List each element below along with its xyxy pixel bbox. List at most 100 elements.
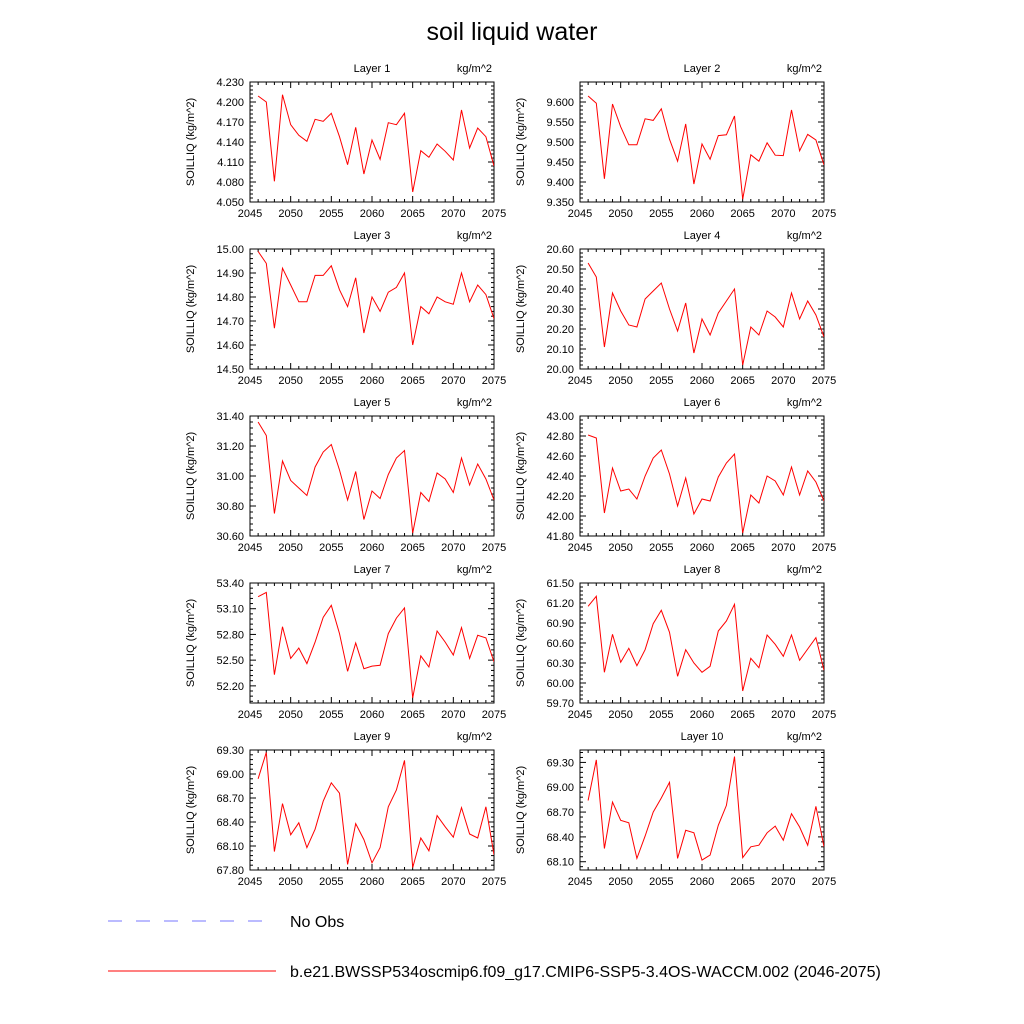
y-tick-label: 52.80 [216, 629, 244, 641]
y-axis-label: SOILLIQ (kg/m^2) [185, 599, 197, 687]
y-tick-label: 42.00 [546, 511, 574, 523]
y-tick-label: 14.50 [216, 364, 244, 376]
x-tick-label: 2050 [278, 208, 302, 220]
x-tick-label: 2050 [608, 542, 632, 554]
x-tick-label: 2055 [319, 709, 343, 721]
panel-layer-7: 2045 2050 2055 2060 2065 2070 2075 52.20 52.50 52… [185, 564, 506, 721]
y-tick-label: 4.230 [216, 77, 244, 89]
series-line [257, 752, 494, 868]
series-line [587, 95, 824, 200]
y-tick-label: 61.20 [546, 598, 574, 610]
x-tick-label: 2065 [730, 375, 754, 387]
series-line [587, 434, 824, 534]
y-tick-label: 43.00 [546, 411, 574, 423]
y-tick-label: 60.30 [546, 658, 574, 670]
y-tick-label: 20.10 [546, 344, 574, 356]
x-tick-label: 2065 [400, 709, 424, 721]
x-tick-label: 2060 [690, 208, 714, 220]
y-axis-label: SOILLIQ (kg/m^2) [515, 265, 527, 353]
panel-title: Layer 7 [354, 564, 391, 576]
panel-layer-5: 2045 2050 2055 2060 2065 2070 2075 30.60 30.80 31… [185, 397, 506, 554]
series-line [587, 756, 824, 861]
plot-frame [249, 749, 495, 871]
x-tick-label: 2065 [730, 542, 754, 554]
panel-title: Layer 3 [354, 230, 391, 242]
y-tick-label: 52.20 [216, 681, 244, 693]
x-tick-label: 2075 [482, 876, 506, 888]
panel-title: Layer 5 [354, 397, 391, 409]
y-tick-label: 20.30 [546, 304, 574, 316]
x-tick-label: 2065 [400, 542, 424, 554]
panel-title: Layer 6 [684, 397, 721, 409]
y-tick-label: 69.00 [216, 769, 244, 781]
panel-layer-1: 2045 2050 2055 2060 2065 2070 2075 4.050 4.080 4.… [185, 63, 506, 220]
y-tick-label: 42.60 [546, 451, 574, 463]
y-tick-label: 59.70 [546, 698, 574, 710]
panel-layer-3: 2045 2050 2055 2060 2065 2070 2075 14.50 14.60 14… [185, 230, 506, 387]
plot-frame [579, 582, 825, 704]
x-tick-label: 2045 [238, 709, 262, 721]
plot-frame [579, 81, 825, 203]
y-tick-label: 4.140 [216, 137, 244, 149]
x-tick-label: 2075 [812, 709, 836, 721]
panel-unit: kg/m^2 [787, 63, 822, 75]
x-tick-label: 2065 [400, 375, 424, 387]
y-tick-label: 61.50 [546, 578, 574, 590]
y-tick-label: 31.20 [216, 441, 244, 453]
panel-unit: kg/m^2 [457, 731, 492, 743]
series-line [587, 262, 824, 366]
x-tick-label: 2050 [608, 375, 632, 387]
y-tick-label: 9.600 [546, 97, 574, 109]
x-tick-label: 2070 [771, 542, 795, 554]
y-tick-label: 31.40 [216, 411, 244, 423]
x-tick-label: 2045 [568, 375, 592, 387]
y-tick-label: 31.00 [216, 471, 244, 483]
x-tick-label: 2050 [608, 709, 632, 721]
panel-layer-2: 2045 2050 2055 2060 2065 2070 2075 9.350 9.400 9.… [515, 63, 836, 220]
panel-title: Layer 9 [354, 731, 391, 743]
y-tick-label: 52.50 [216, 655, 244, 667]
x-tick-label: 2065 [730, 876, 754, 888]
x-tick-label: 2070 [441, 375, 465, 387]
x-tick-label: 2050 [278, 375, 302, 387]
series-line [257, 94, 494, 193]
panel-title: Layer 10 [681, 731, 724, 743]
x-tick-label: 2070 [771, 709, 795, 721]
y-axis-label: SOILLIQ (kg/m^2) [185, 766, 197, 854]
y-axis-label: SOILLIQ (kg/m^2) [185, 265, 197, 353]
y-tick-label: 20.60 [546, 244, 574, 256]
panel-grid: 2045 2050 2055 2060 2065 2070 2075 4.050 4.080 4.… [185, 63, 836, 888]
panel-title: Layer 2 [684, 63, 721, 75]
x-tick-label: 2050 [278, 876, 302, 888]
y-tick-label: 15.00 [216, 244, 244, 256]
x-tick-label: 2055 [319, 208, 343, 220]
panel-unit: kg/m^2 [787, 230, 822, 242]
y-tick-label: 9.400 [546, 177, 574, 189]
panel-layer-8: 2045 2050 2055 2060 2065 2070 2075 59.70 60.00 60… [515, 564, 836, 721]
y-tick-label: 20.00 [546, 364, 574, 376]
x-tick-label: 2045 [568, 876, 592, 888]
legend-no-obs-label: No Obs [290, 914, 344, 931]
x-tick-label: 2050 [278, 542, 302, 554]
panel-unit: kg/m^2 [457, 397, 492, 409]
x-tick-label: 2060 [360, 542, 384, 554]
x-tick-label: 2075 [812, 208, 836, 220]
y-tick-label: 9.450 [546, 157, 574, 169]
plot-frame [579, 415, 825, 537]
y-tick-label: 60.90 [546, 618, 574, 630]
y-tick-label: 68.10 [216, 841, 244, 853]
legend: No Obs b.e21.BWSSP534oscmip6.f09_g17.CMI… [108, 914, 881, 981]
x-tick-label: 2045 [568, 208, 592, 220]
x-tick-label: 2045 [238, 542, 262, 554]
x-tick-label: 2055 [649, 709, 673, 721]
x-tick-label: 2075 [482, 709, 506, 721]
x-tick-label: 2070 [771, 375, 795, 387]
y-tick-label: 4.110 [217, 157, 244, 169]
y-tick-label: 60.60 [546, 638, 574, 650]
y-tick-label: 14.70 [216, 316, 244, 328]
x-tick-label: 2065 [400, 208, 424, 220]
series-line [257, 421, 494, 534]
y-tick-label: 68.10 [546, 857, 574, 869]
x-tick-label: 2075 [812, 375, 836, 387]
